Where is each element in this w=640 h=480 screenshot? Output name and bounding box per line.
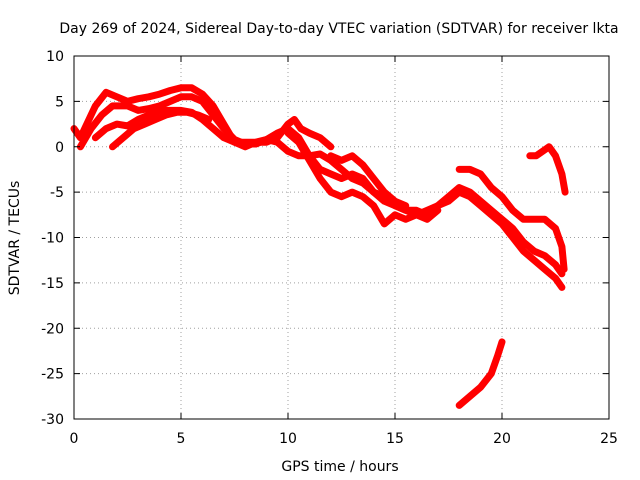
series-trace-3 <box>91 106 566 291</box>
series-trace-9 <box>455 338 506 409</box>
axis-ticks <box>73 55 610 420</box>
x-tick-label: 20 <box>493 431 511 447</box>
y-axis-title: SDTVAR / TECUs <box>7 181 23 296</box>
y-tick-label: -15 <box>41 276 64 292</box>
chart-title: Day 269 of 2024, Sidereal Day-to-day VTE… <box>59 21 618 37</box>
x-tick-label: 15 <box>386 431 404 447</box>
x-axis-title: GPS time / hours <box>281 459 398 475</box>
series-trace-4 <box>109 108 213 151</box>
grid-lines <box>74 56 609 419</box>
series-trace-5 <box>284 129 442 228</box>
y-tick-label: -10 <box>41 231 64 247</box>
x-tick-label: 5 <box>177 431 186 447</box>
x-tick-label: 10 <box>279 431 297 447</box>
series-trace-8 <box>526 143 569 196</box>
y-tick-label: -5 <box>50 185 64 201</box>
series-trace-1 <box>70 84 335 151</box>
x-tick-label: 0 <box>70 431 79 447</box>
series-layer <box>70 84 569 409</box>
y-tick-label: 0 <box>55 140 64 156</box>
y-tick-label: -30 <box>41 412 64 428</box>
y-tick-label: 10 <box>46 49 64 65</box>
tick-labels: 0 5 10 15 20 25 -30 -25 -20 -15 -10 -5 0 5 10 <box>41 49 618 447</box>
series-trace-7 <box>455 165 568 273</box>
y-tick-label: -20 <box>41 321 64 337</box>
x-tick-label: 25 <box>600 431 618 447</box>
series-trace-6 <box>327 152 410 210</box>
y-tick-label: -25 <box>41 367 64 383</box>
y-tick-label: 5 <box>55 94 64 110</box>
